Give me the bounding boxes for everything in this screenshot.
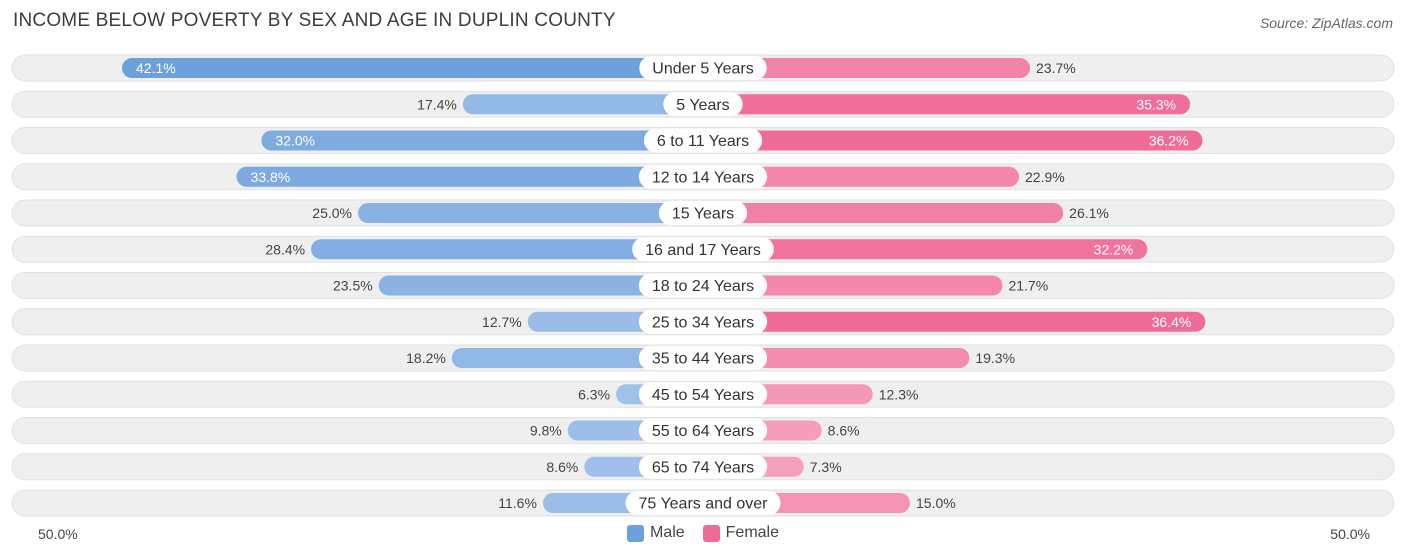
- value-label-male: 33.8%: [251, 169, 291, 185]
- chart-title: INCOME BELOW POVERTY BY SEX AND AGE IN D…: [13, 10, 616, 31]
- value-label-male: 32.0%: [275, 133, 315, 149]
- category-label: 75 Years and over: [639, 496, 769, 513]
- category-pill: [643, 128, 763, 153]
- value-label-male: 23.5%: [333, 278, 373, 294]
- legend-label-female: Female: [725, 524, 780, 541]
- category-pill: [638, 454, 768, 479]
- axis-max-label: 50.0%: [1330, 526, 1370, 542]
- category-pill: [658, 201, 748, 225]
- bar-female: [703, 166, 1020, 187]
- bar-female: [703, 348, 970, 368]
- legend-item-female: Female: [702, 524, 780, 542]
- category-pill: [639, 56, 767, 80]
- bar-male: [261, 130, 703, 151]
- value-label-male: 18.2%: [406, 350, 446, 366]
- bar-female: [703, 94, 1191, 115]
- category-label: 45 to 54 Years: [652, 387, 754, 404]
- value-label-male: 11.6%: [498, 495, 537, 511]
- value-label-female: 12.3%: [879, 386, 919, 402]
- category-label: 35 to 44 Years: [652, 351, 754, 368]
- category-label: 16 and 17 Years: [645, 242, 761, 259]
- value-label-male: 42.1%: [136, 60, 176, 76]
- category-label: 18 to 24 Years: [652, 278, 754, 295]
- value-label-male: 25.0%: [312, 205, 352, 221]
- bar-male: [236, 166, 703, 187]
- value-label-female: 32.2%: [1094, 241, 1134, 257]
- category-pill: [625, 491, 781, 515]
- source-credit: Source: ZipAtlas.com: [1259, 15, 1393, 31]
- category-pill: [663, 92, 743, 117]
- value-label-female: 8.6%: [828, 423, 860, 439]
- category-label: 12 to 14 Years: [652, 169, 754, 186]
- bar-male: [462, 94, 703, 115]
- value-label-male: 8.6%: [546, 459, 578, 475]
- bar-female: [703, 239, 1148, 260]
- bar-female: [703, 311, 1206, 332]
- value-label-female: 35.3%: [1136, 96, 1176, 112]
- value-label-male: 28.4%: [265, 241, 305, 257]
- value-label-female: 15.0%: [916, 495, 956, 511]
- category-pill: [638, 418, 768, 443]
- category-pill: [638, 273, 768, 298]
- value-label-female: 21.7%: [1008, 278, 1048, 294]
- category-pill: [632, 237, 774, 262]
- bar-male: [122, 58, 703, 78]
- category-pill: [638, 382, 768, 407]
- value-label-male: 6.3%: [578, 386, 610, 402]
- legend-item-male: Male: [626, 524, 685, 542]
- axis-min-label: 50.0%: [38, 526, 78, 542]
- value-label-female: 23.7%: [1036, 60, 1076, 76]
- value-label-male: 9.8%: [530, 423, 562, 439]
- category-pill: [638, 346, 768, 370]
- value-label-female: 36.2%: [1149, 133, 1189, 149]
- bar-male: [311, 239, 703, 260]
- value-label-female: 36.4%: [1152, 314, 1192, 330]
- legend-swatch-female: [702, 524, 720, 542]
- category-label: 25 to 34 Years: [652, 314, 754, 331]
- category-pill: [638, 309, 768, 334]
- category-label: Under 5 Years: [652, 61, 753, 78]
- category-label: 5 Years: [676, 97, 729, 114]
- value-label-female: 19.3%: [975, 350, 1015, 366]
- bar-female: [703, 130, 1203, 151]
- bar-male: [358, 203, 703, 223]
- legend-swatch-male: [626, 524, 644, 542]
- bar-female: [703, 203, 1064, 223]
- bar-female: [703, 275, 1003, 296]
- category-label: 65 to 74 Years: [652, 459, 754, 476]
- legend-label-male: Male: [649, 524, 685, 541]
- value-label-female: 7.3%: [810, 459, 842, 475]
- legend: Male Female: [0, 524, 1406, 542]
- bar-female: [703, 58, 1031, 78]
- value-label-male: 17.4%: [417, 96, 457, 112]
- value-label-male: 12.7%: [482, 314, 522, 330]
- category-pill: [638, 164, 768, 189]
- diverging-bar-chart: Under 5 Years 42.1% 23.7% 5 Years 17.4% 35.3%…: [11, 54, 1395, 517]
- value-label-female: 26.1%: [1069, 205, 1109, 221]
- bar-male: [378, 275, 703, 296]
- category-label: 55 to 64 Years: [652, 423, 754, 440]
- value-label-female: 22.9%: [1025, 169, 1065, 185]
- category-label: 6 to 11 Years: [657, 133, 749, 150]
- category-label: 15 Years: [672, 206, 734, 223]
